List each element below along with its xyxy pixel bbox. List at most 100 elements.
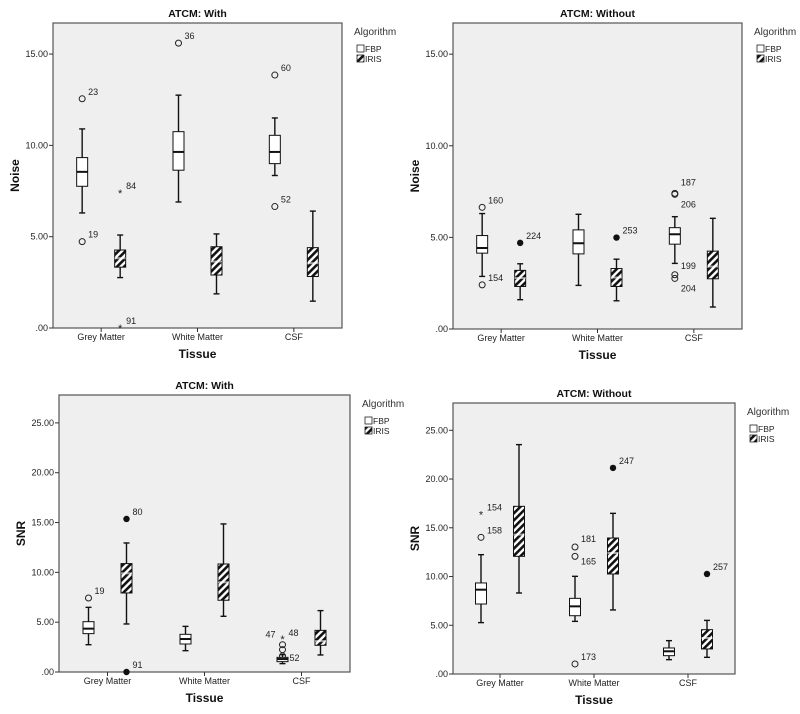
box-iris: *84*91 [114,181,136,335]
outlier-label: 48 [289,628,299,638]
outlier-circle [85,594,92,602]
box-iqr [314,629,327,646]
legend-label: FBP [765,44,782,54]
box-fbp: 181 165 173 [569,534,596,668]
box-iqr [701,629,713,650]
box-iqr [475,582,487,605]
outlier-circle [271,71,279,79]
outlier-label: 23 [88,87,98,97]
legend-label: IRIS [765,54,782,64]
legend-title: Algorithm [747,407,789,418]
box-fbp: 19 [82,586,105,646]
x-tick-label: Grey Matter [477,333,525,343]
outlier-label: 154 [487,503,502,513]
legend-label: IRIS [365,54,382,64]
outlier-label: 47 [265,630,275,640]
legend-label: FBP [365,44,382,54]
box-iqr [668,227,681,245]
box-fbp: *154 158 [475,503,502,624]
outlier-circle [478,281,486,289]
x-tick-label: White Matter [179,676,230,686]
x-tick-label: CSF [285,332,304,342]
legend-swatch-fbp [756,44,765,53]
outlier-circle [571,552,579,560]
x-tick-label: Grey Matter [77,332,125,342]
plot-area [452,402,736,675]
outlier-label: 187 [681,177,696,187]
outlier-label: 253 [623,226,638,236]
outlier-extreme-dot [613,234,620,241]
outlier-label: 247 [619,456,634,466]
box-fbp: 36 [172,31,195,203]
outlier-label: 84 [126,181,136,191]
legend-swatch-iris [364,426,373,435]
box-fbp: 187 206 199 204 [668,177,696,293]
y-tick-label: 5.00 [430,232,448,242]
y-tick-label: .00 [435,324,448,334]
box-iris: 253 [610,226,638,302]
y-tick-label: 15.00 [425,523,448,533]
box-fbp [179,625,192,652]
box-iqr [306,247,319,277]
box-iqr [172,131,185,171]
legend-label: IRIS [373,426,390,436]
legend-swatch-iris [749,434,758,443]
legend-swatch-fbp [356,44,365,53]
box-iris: 247 [607,456,634,611]
y-tick-label: 15.00 [31,518,54,528]
y-tick-label: 20.00 [31,468,54,478]
x-tick-label: CSF [685,333,704,343]
plot-area [452,22,743,330]
legend-title: Algorithm [362,399,404,410]
box-iris [314,609,327,656]
x-axis-label: Tissue [186,691,224,705]
y-tick-label: 10.00 [31,567,54,577]
legend-label: IRIS [758,434,775,444]
box-fbp [663,639,675,661]
box-iris [513,443,525,594]
box-iqr [120,563,133,594]
chart-title: ATCM: Without [560,8,635,20]
outlier-star: * [118,323,123,335]
x-tick-label: White Matter [568,678,619,688]
y-axis-label: SNR [14,521,28,547]
y-tick-label: .00 [435,669,448,679]
legend-title: Algorithm [354,27,396,38]
panel-0: ATCM: With Noise Tissue .00 5.00 10.00 15.00 Gr… [8,8,396,361]
box-iris: 257 [701,562,728,659]
outlier-label: 224 [526,231,541,241]
outlier-extreme-dot [123,515,130,523]
box-iqr [268,134,281,165]
outlier-label: 60 [281,63,291,73]
panel-1: ATCM: Without Noise Tissue .00 5.00 10.00 15.0… [408,8,796,362]
panel-3: ATCM: Without SNR Tissue .00 5.00 10.00 15.00 2… [408,388,789,707]
outlier-label: 80 [133,507,143,517]
outlier-circle [279,652,286,660]
outlier-label: 165 [581,556,596,566]
x-tick-label: CSF [293,676,312,686]
box-iris [706,217,719,308]
box-iqr [476,235,489,254]
outlier-circle [78,238,86,246]
outlier-circle [671,274,679,282]
outlier-circle [671,271,679,279]
outlier-label: 19 [88,230,98,240]
x-axis-label: Tissue [579,348,617,362]
x-axis-label: Tissue [179,347,217,361]
y-axis-label: Noise [408,159,422,192]
box-iris [217,523,230,618]
y-tick-label: 20.00 [425,474,448,484]
outlier-label: 154 [488,273,503,283]
outlier-star: * [280,634,285,646]
box-iris: 80 91 [120,507,143,676]
x-tick-label: White Matter [172,332,223,342]
box-iqr [513,505,525,557]
box-fbp [572,213,585,287]
outlier-star: * [479,510,484,522]
outlier-label: 204 [681,283,696,293]
box-iqr [572,229,585,255]
y-tick-label: 15.00 [25,49,48,59]
outlier-extreme-dot [123,668,130,676]
box-fbp: 60 52 [268,63,291,211]
